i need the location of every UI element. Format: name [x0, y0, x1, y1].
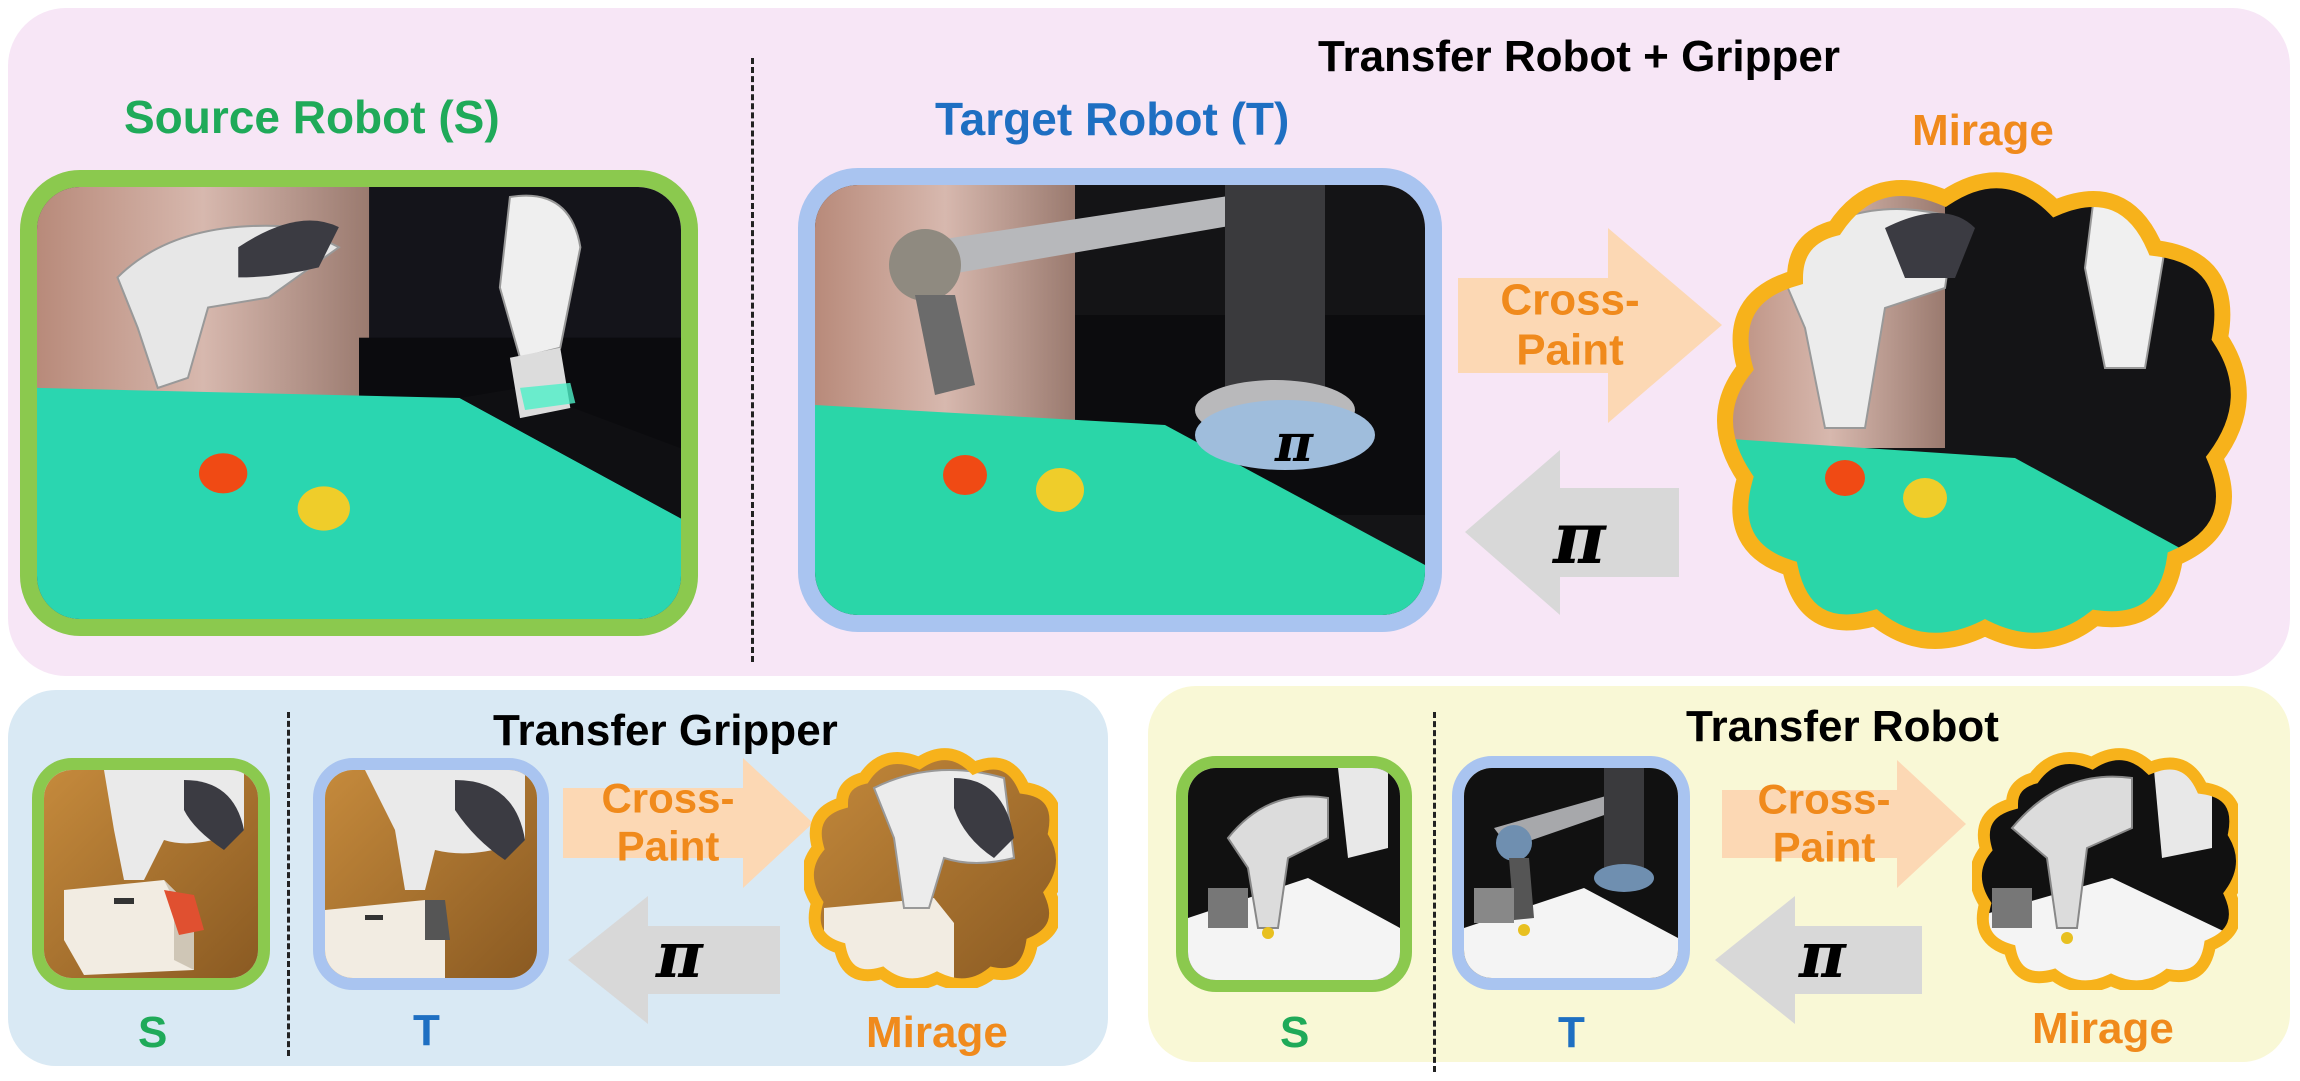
target-robot-label: Target Robot (T) [935, 93, 1290, 145]
target-robot-image-small [1452, 756, 1690, 990]
divider-top [751, 58, 754, 662]
mirage-image-bottom-left [804, 748, 1058, 988]
pi-label-top: π [1553, 495, 1606, 580]
pi-arrow-bottom-left: π [568, 896, 780, 1024]
pi-label-bottom-right: π [1799, 918, 1846, 993]
s-label-bottom-right: S [1280, 1008, 1310, 1057]
source-gripper-image [32, 758, 270, 990]
divider-bottom-left [287, 712, 290, 1056]
panel-title-bottom-right: Transfer Robot [1686, 702, 1999, 751]
panel-title-bottom-left: Transfer Gripper [493, 706, 838, 755]
target-gripper-image [313, 758, 549, 990]
t-label-bottom-left: T [413, 1006, 440, 1055]
pi-label-bottom-left: π [656, 918, 703, 993]
mirage-label-bottom-left: Mirage [866, 1008, 1008, 1057]
source-robot-image-small [1176, 756, 1412, 992]
pi-arrow-bottom-right: π [1715, 896, 1922, 1024]
cross-paint-label-bottom-right: Cross- Paint [1757, 775, 1891, 871]
mirage-image-bottom-right [1972, 748, 2238, 990]
panel-title-top: Transfer Robot + Gripper [1318, 32, 1840, 81]
cross-paint-label-bottom-left: Cross- Paint [601, 774, 735, 870]
t-label-bottom-right: T [1558, 1008, 1585, 1057]
target-robot-image [798, 168, 1442, 632]
s-label-bottom-left: S [138, 1008, 168, 1057]
source-robot-image [20, 170, 698, 636]
cross-paint-arrow-top: Cross- Paint [1458, 228, 1722, 423]
cross-paint-arrow-bottom-left: Cross- Paint [563, 758, 813, 888]
pi-arrow-top: π [1465, 450, 1679, 615]
mirage-image-top [1715, 168, 2253, 650]
cross-paint-arrow-bottom-right: Cross- Paint [1722, 760, 1966, 888]
source-robot-label: Source Robot (S) [124, 91, 500, 143]
pi-symbol-in-photo: π [1275, 413, 1314, 474]
mirage-label-bottom-right: Mirage [2032, 1004, 2174, 1053]
mirage-label-top: Mirage [1912, 106, 2054, 155]
divider-bottom-right [1433, 712, 1436, 1072]
cross-paint-label-top: Cross- Paint [1500, 274, 1640, 375]
